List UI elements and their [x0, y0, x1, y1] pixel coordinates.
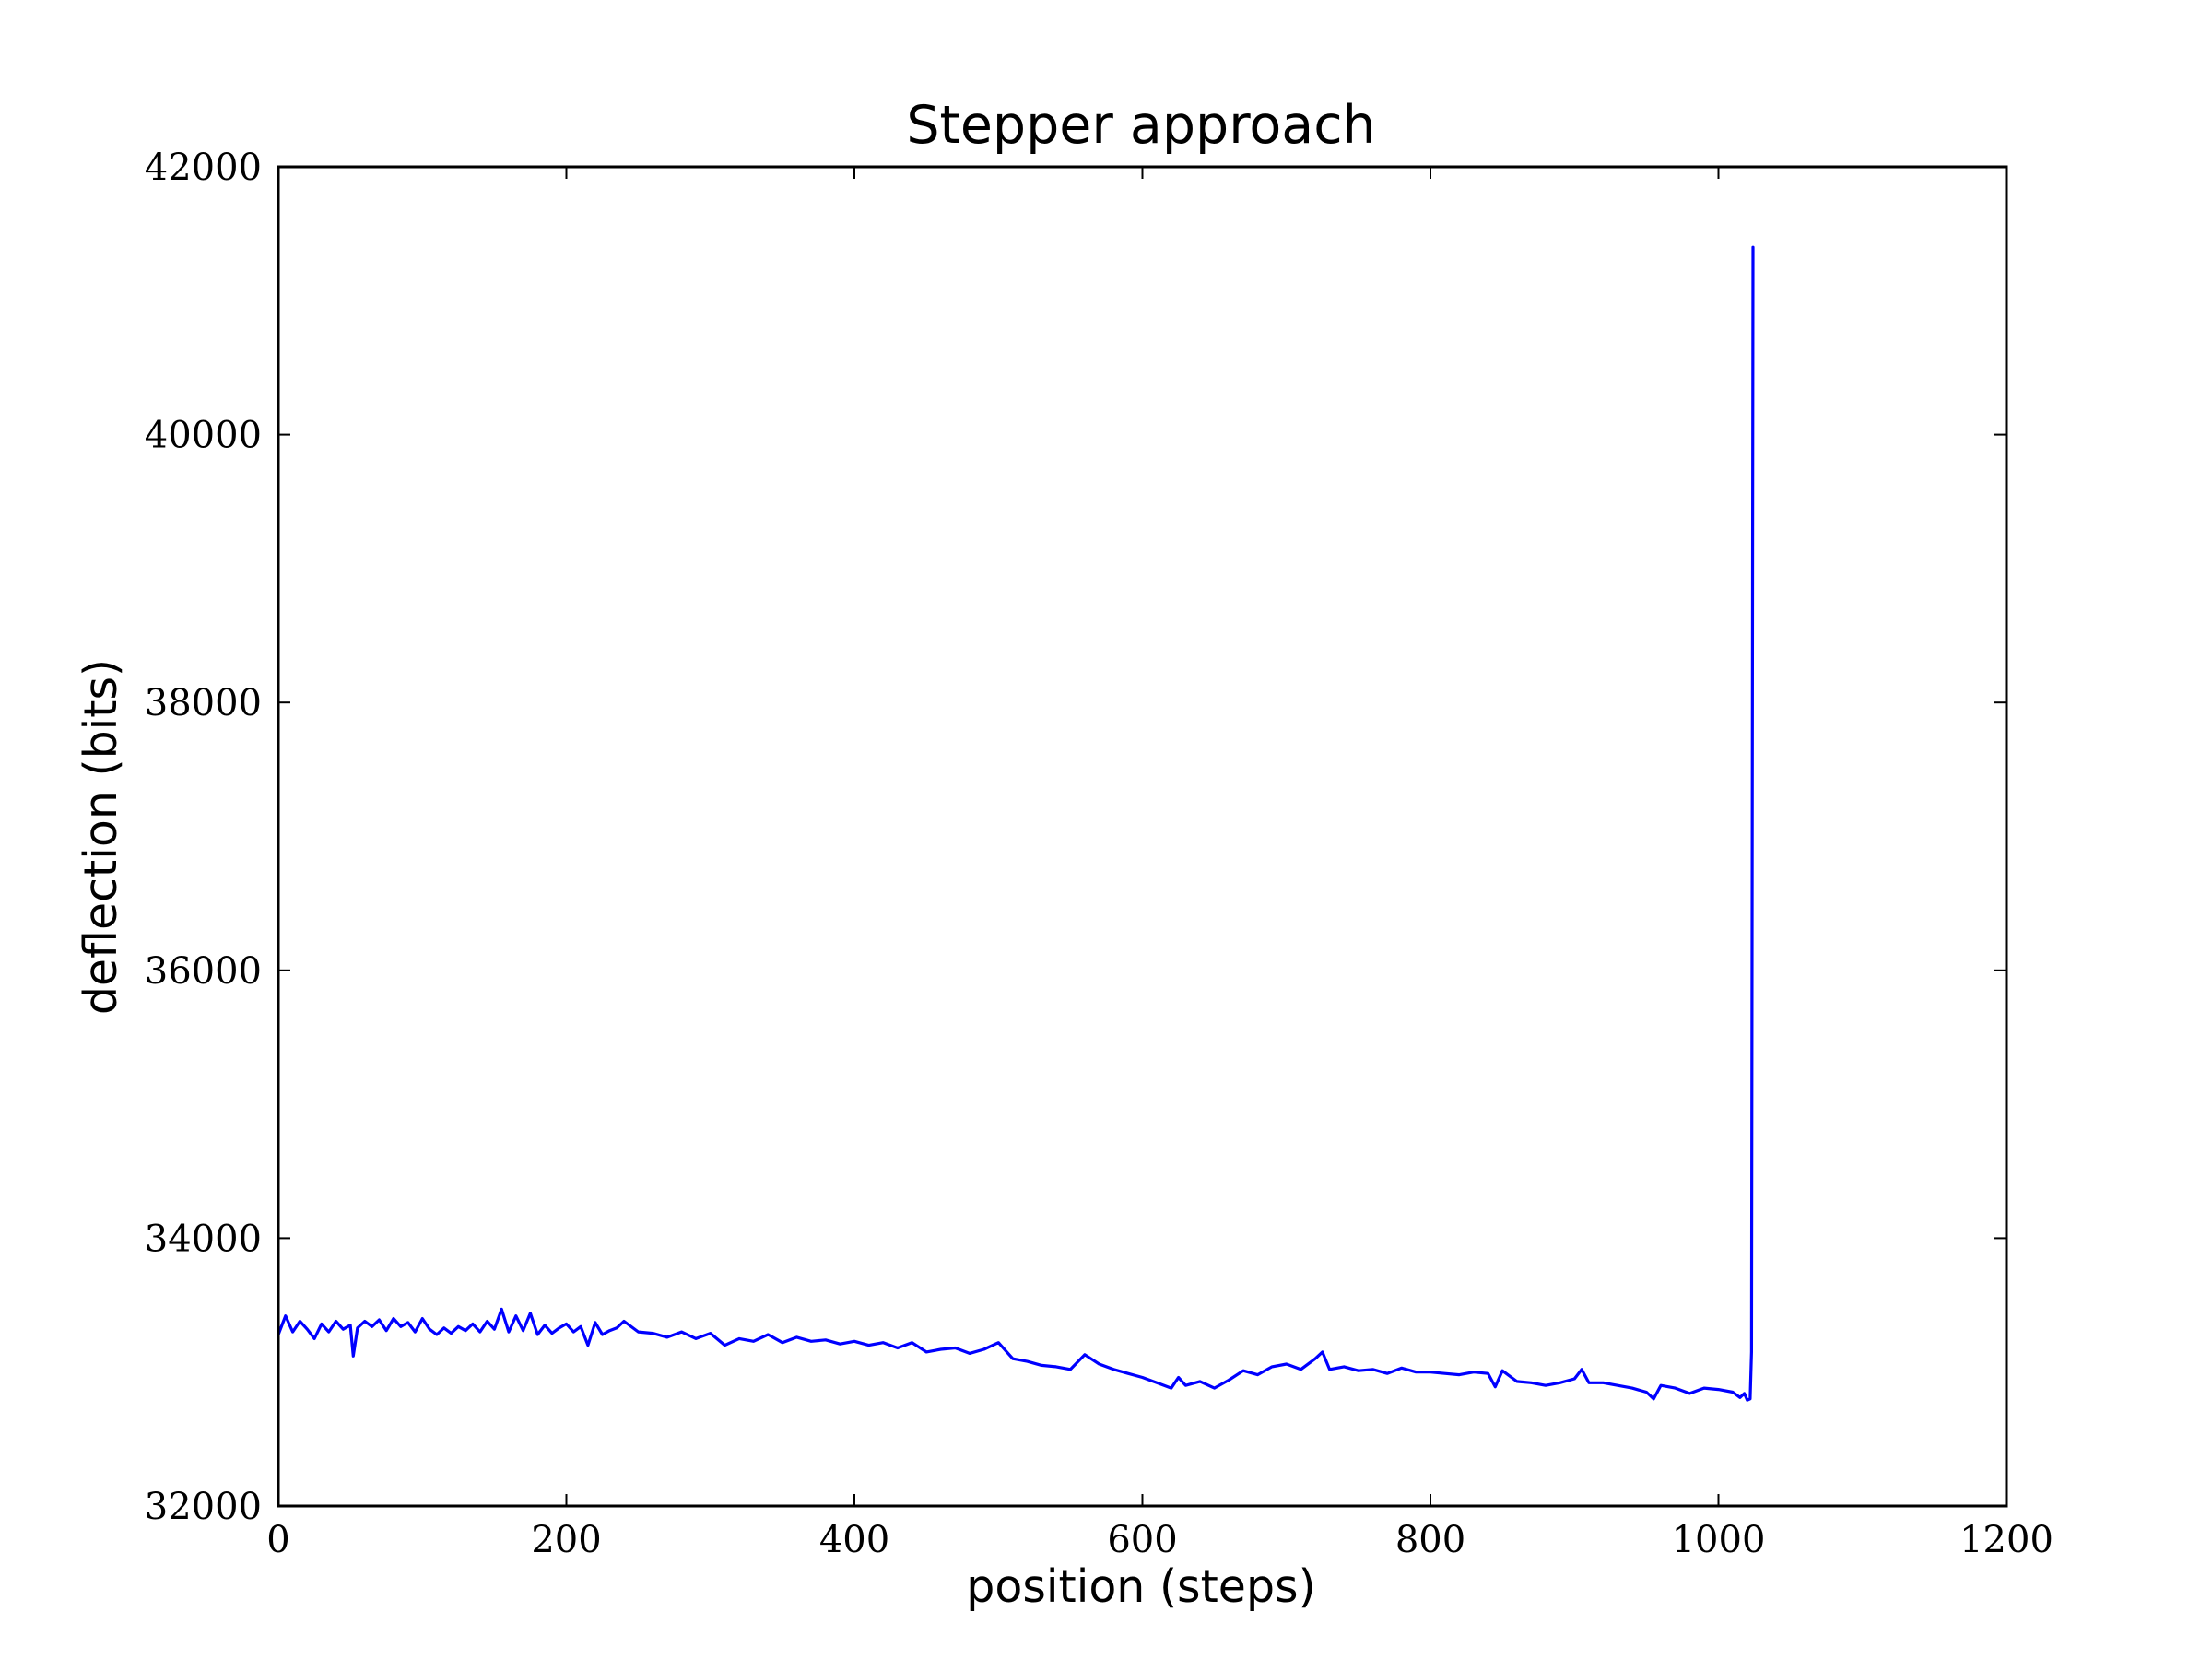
x-tick-label: 800	[1395, 1519, 1465, 1561]
y-tick-label: 42000	[145, 147, 262, 189]
y-tick-label: 34000	[145, 1218, 262, 1260]
y-tick-label: 40000	[145, 415, 262, 457]
x-tick-label: 0	[266, 1519, 289, 1561]
x-tick-label: 1200	[1959, 1519, 2053, 1561]
y-tick-label: 36000	[145, 950, 262, 993]
series-line	[276, 245, 1755, 1402]
series-group	[276, 245, 1755, 1402]
axis-tick-labels: 0 200 400 600 800 1000 1200 32000 34000 36000 3800…	[145, 147, 2053, 1561]
x-axis-label: position (steps)	[966, 1560, 1315, 1613]
x-tick-label: 200	[531, 1519, 601, 1561]
y-tick-label: 32000	[145, 1486, 262, 1528]
chart-title: Stepper approach	[906, 95, 1375, 156]
x-tick-label: 400	[819, 1519, 889, 1561]
y-axis-label: deflection (bits)	[75, 659, 127, 1015]
x-tick-label: 600	[1107, 1519, 1177, 1561]
y-tick-label: 38000	[145, 682, 262, 724]
x-tick-label: 1000	[1672, 1519, 1766, 1561]
plot-frame	[276, 165, 2008, 1508]
